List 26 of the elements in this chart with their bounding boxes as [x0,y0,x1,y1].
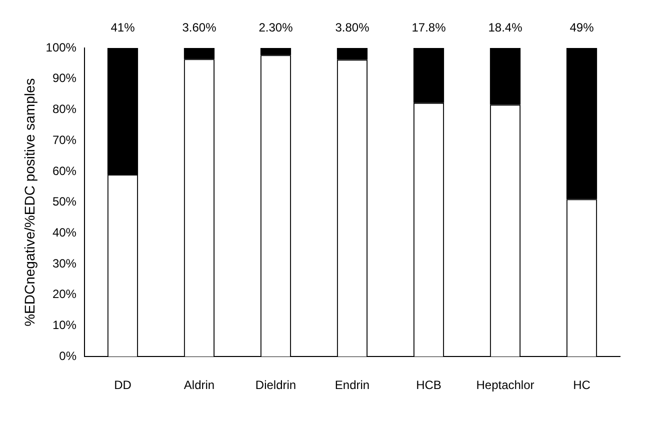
x-tick-label: DD [114,378,132,392]
y-axis-title: %EDCnegative/%EDC positive samples [21,78,38,326]
y-tick-label: 20% [52,287,77,302]
y-tick-label: 30% [52,256,77,270]
y-tick-label: 70% [52,132,77,147]
data-label: 3.80% [335,20,370,34]
x-tick-label: Endrin [334,378,370,392]
y-tick-label: 0% [59,348,77,363]
y-tick-label: 100% [46,40,77,54]
data-label: 2.30% [258,20,294,34]
x-tick-label: HCB [416,378,442,392]
data-label: 17.8% [412,20,446,34]
y-tick-label: 90% [52,71,77,86]
data-label: 18.4% [488,20,523,34]
x-tick-label: Heptachlor [476,378,534,392]
data-label: 49% [570,20,594,34]
y-tick-label: 80% [52,102,77,116]
x-tick-label: Dieldrin [255,378,296,392]
x-tick-label: HC [573,378,591,392]
x-tick-label: Aldrin [184,378,215,392]
y-tick-label: 40% [52,225,77,240]
y-tick-label: 50% [52,194,77,209]
y-tick-label: 10% [52,318,77,332]
data-label: 41% [110,20,136,34]
y-tick-label: 60% [52,164,77,178]
data-label: 3.60% [182,20,217,34]
